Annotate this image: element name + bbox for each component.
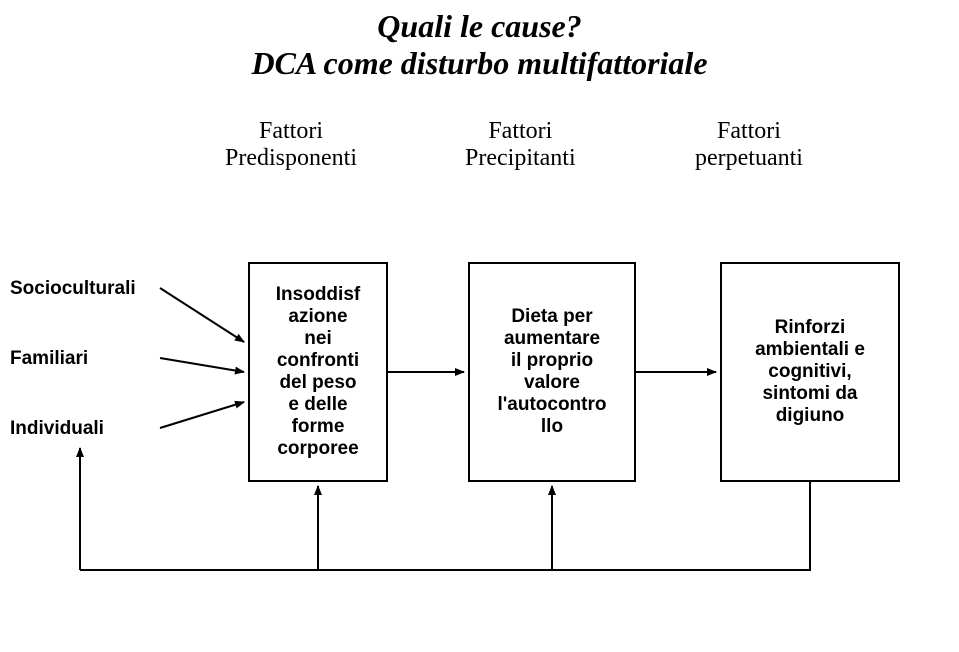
- box-dieta-text: Dieta per aumentare il proprio valore l'…: [497, 306, 606, 438]
- box-insoddisfazione: Insoddisf azione nei confronti del peso …: [248, 262, 388, 482]
- box-dieta: Dieta per aumentare il proprio valore l'…: [468, 262, 636, 482]
- box-rinforzi: Rinforzi ambientali e cognitivi, sintomi…: [720, 262, 900, 482]
- factor-individuali: Individuali: [10, 418, 104, 440]
- page-title: Quali le cause? DCA come disturbo multif…: [0, 8, 959, 82]
- title-line-1: Quali le cause?: [0, 8, 959, 45]
- box-rinforzi-text: Rinforzi ambientali e cognitivi, sintomi…: [755, 317, 865, 427]
- column-heading-precipitanti: Fattori Precipitanti: [465, 118, 576, 172]
- factor-socioculturali: Socioculturali: [10, 278, 136, 300]
- title-line-2: DCA come disturbo multifattoriale: [0, 45, 959, 82]
- column-heading-perpetuanti: Fattori perpetuanti: [695, 118, 803, 172]
- factor-familiari: Familiari: [10, 348, 88, 370]
- column-heading-predisponenti: Fattori Predisponenti: [225, 118, 357, 172]
- box-insoddisfazione-text: Insoddisf azione nei confronti del peso …: [276, 284, 360, 460]
